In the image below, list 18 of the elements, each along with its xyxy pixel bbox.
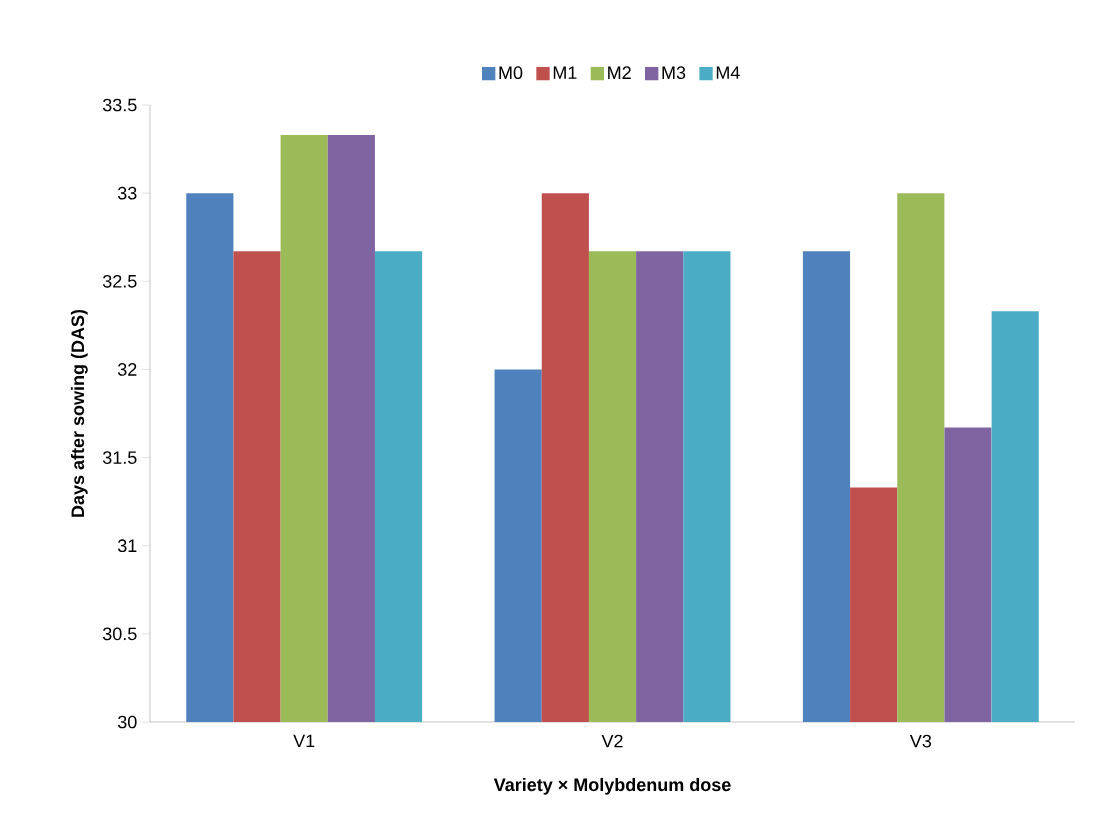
y-tick-label: 30.5 [102, 627, 137, 641]
y-tick-label: 31.5 [102, 451, 137, 464]
y-tick-label: 32 [117, 363, 137, 376]
x-tick-label: V2 [601, 734, 623, 748]
legend-label: M0 [499, 66, 523, 80]
x-axis-title: Variety × Molybdenum dose [493, 777, 731, 795]
legend-label: M1 [553, 66, 577, 79]
y-tick-label: 33 [117, 186, 137, 200]
y-axis-title: Days after sowing (DAS) [70, 309, 88, 517]
y-tick-label: 33.5 [102, 98, 137, 112]
legend-label: M2 [608, 66, 631, 79]
legend-label: M3 [662, 66, 686, 80]
x-tick-label: V3 [909, 734, 932, 748]
x-tick-label: V1 [293, 734, 315, 748]
y-tick-label: 31 [117, 539, 137, 553]
legend-label: M4 [716, 66, 740, 79]
y-tick-label: 32.5 [102, 274, 137, 288]
y-tick-label: 30 [117, 715, 137, 729]
